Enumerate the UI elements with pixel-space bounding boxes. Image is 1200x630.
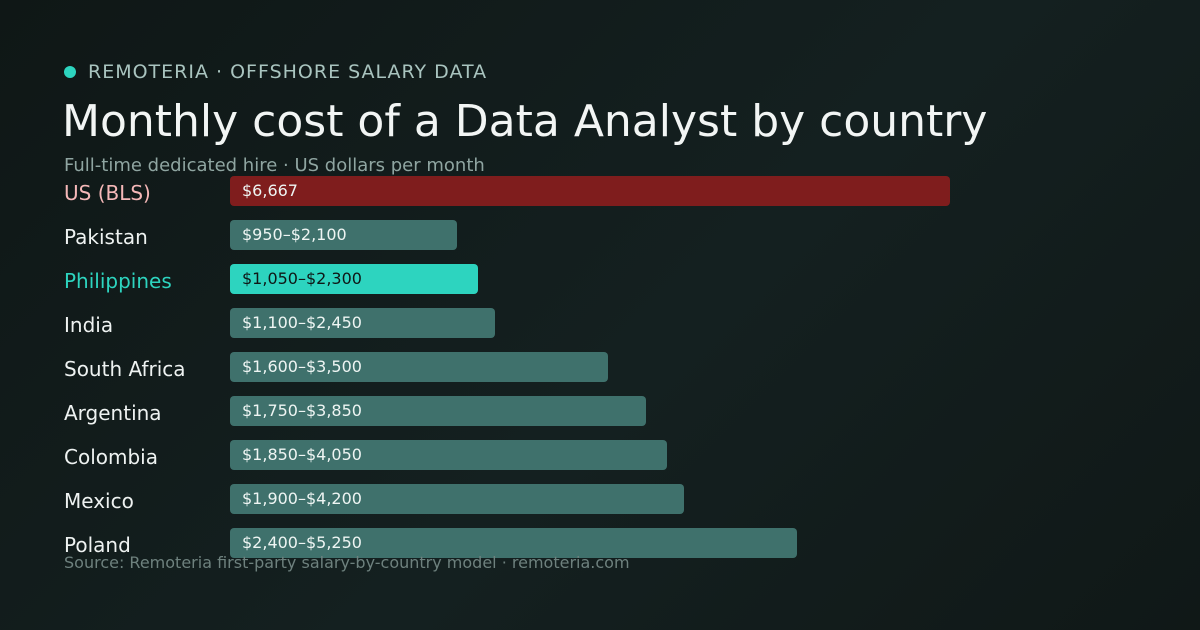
bar-value-label: $6,667 [242,181,298,200]
brand-dot-icon [64,66,76,78]
bar-value-label: $1,050–$2,300 [242,269,362,288]
category-label: India [64,313,114,337]
bar: $1,900–$4,200 [230,484,684,514]
bar-value-label: $2,400–$5,250 [242,533,362,552]
category-label: South Africa [64,357,186,381]
bar: $1,600–$3,500 [230,352,608,382]
bar-value-label: $950–$2,100 [242,225,347,244]
bar: $950–$2,100 [230,220,457,250]
category-label: US (BLS) [64,181,151,205]
bar: $1,100–$2,450 [230,308,495,338]
category-label: Colombia [64,445,158,469]
bar: $1,850–$4,050 [230,440,667,470]
category-label: Philippines [64,269,172,293]
bar: $1,050–$2,300 [230,264,478,294]
bar-value-label: $1,100–$2,450 [242,313,362,332]
category-label: Mexico [64,489,134,513]
bar-value-label: $1,850–$4,050 [242,445,362,464]
bar-value-label: $1,750–$3,850 [242,401,362,420]
category-label: Pakistan [64,225,148,249]
chart-subtitle: Full-time dedicated hire · US dollars pe… [64,155,485,176]
bar-value-label: $1,600–$3,500 [242,357,362,376]
category-label: Argentina [64,401,162,425]
source-note: Source: Remoteria first-party salary-by-… [64,553,630,572]
bar: $1,750–$3,850 [230,396,646,426]
bar: $6,667 [230,176,950,206]
brand-header: REMOTERIA · OFFSHORE SALARY DATA [64,60,487,84]
bar-value-label: $1,900–$4,200 [242,489,362,508]
category-label: Poland [64,533,131,557]
chart-title: Monthly cost of a Data Analyst by countr… [62,96,988,147]
brand-text: REMOTERIA · OFFSHORE SALARY DATA [88,61,488,83]
bar: $2,400–$5,250 [230,528,797,558]
